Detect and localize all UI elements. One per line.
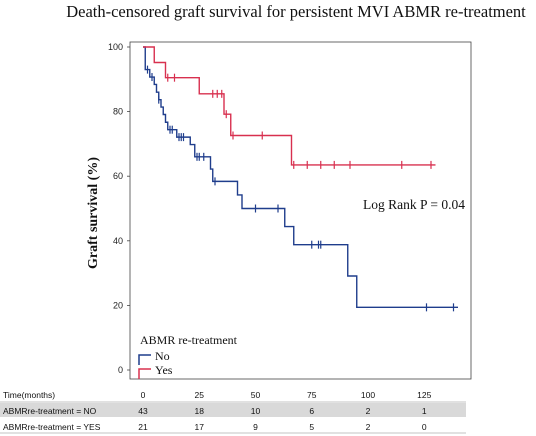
- risk-table-count: 21: [138, 422, 148, 432]
- series-line-yes: [143, 46, 436, 166]
- series-layer: [143, 46, 458, 312]
- risk-table-header-label: Time(months): [3, 390, 55, 400]
- risk-table-count: 2: [366, 422, 371, 432]
- risk-table-count: 18: [195, 406, 205, 416]
- risk-table-row-no-bg: [0, 403, 466, 417]
- log-rank-annotation: Log Rank P = 0.04: [363, 197, 465, 212]
- risk-table-time: 75: [307, 390, 317, 400]
- y-tick-label: 80: [113, 107, 123, 117]
- y-tick-label: 0: [118, 365, 123, 375]
- risk-table-count: 17: [195, 422, 205, 432]
- risk-table-count: 1: [422, 406, 427, 416]
- risk-table-count: 43: [138, 406, 148, 416]
- risk-table-header-bg: [0, 387, 536, 401]
- risk-table-count: 10: [251, 406, 261, 416]
- risk-table-count: 6: [309, 406, 314, 416]
- legend-label-yes: Yes: [155, 363, 173, 377]
- y-tick-label: 100: [108, 42, 123, 52]
- risk-table-time: 50: [251, 390, 261, 400]
- risk-table: Time(months) ABMRre-treatment = NO ABMRr…: [0, 387, 536, 434]
- risk-table-time: 125: [417, 390, 431, 400]
- risk-table-row-label-yes: ABMRre-treatment = YES: [3, 422, 101, 432]
- y-tick-label: 20: [113, 300, 123, 310]
- risk-table-row-yes-bg: [0, 419, 466, 433]
- legend: No Yes: [138, 349, 173, 379]
- y-axis-ticks: 0 20 40 60 80 100: [108, 42, 130, 375]
- risk-table-count: 2: [366, 406, 371, 416]
- legend-label-no: No: [155, 349, 170, 363]
- chart-title: Death-censored graft survival for persis…: [66, 2, 526, 21]
- risk-table-row-label-no: ABMRre-treatment = NO: [3, 406, 97, 416]
- series-line-no: [143, 46, 458, 309]
- y-tick-label: 40: [113, 236, 123, 246]
- y-tick-label: 60: [113, 171, 123, 181]
- risk-table-count: 9: [253, 422, 258, 432]
- legend-swatch-no: [138, 354, 151, 365]
- legend-swatch-yes: [138, 368, 151, 379]
- risk-table-time: 0: [141, 390, 146, 400]
- plot-frame: [129, 41, 472, 380]
- risk-table-time: 25: [195, 390, 205, 400]
- legend-title: ABMR re-treatment: [140, 333, 238, 347]
- y-axis-label: Graft survival (%): [86, 157, 101, 269]
- risk-table-count: 5: [309, 422, 314, 432]
- risk-table-time: 100: [361, 390, 375, 400]
- risk-table-count: 0: [422, 422, 427, 432]
